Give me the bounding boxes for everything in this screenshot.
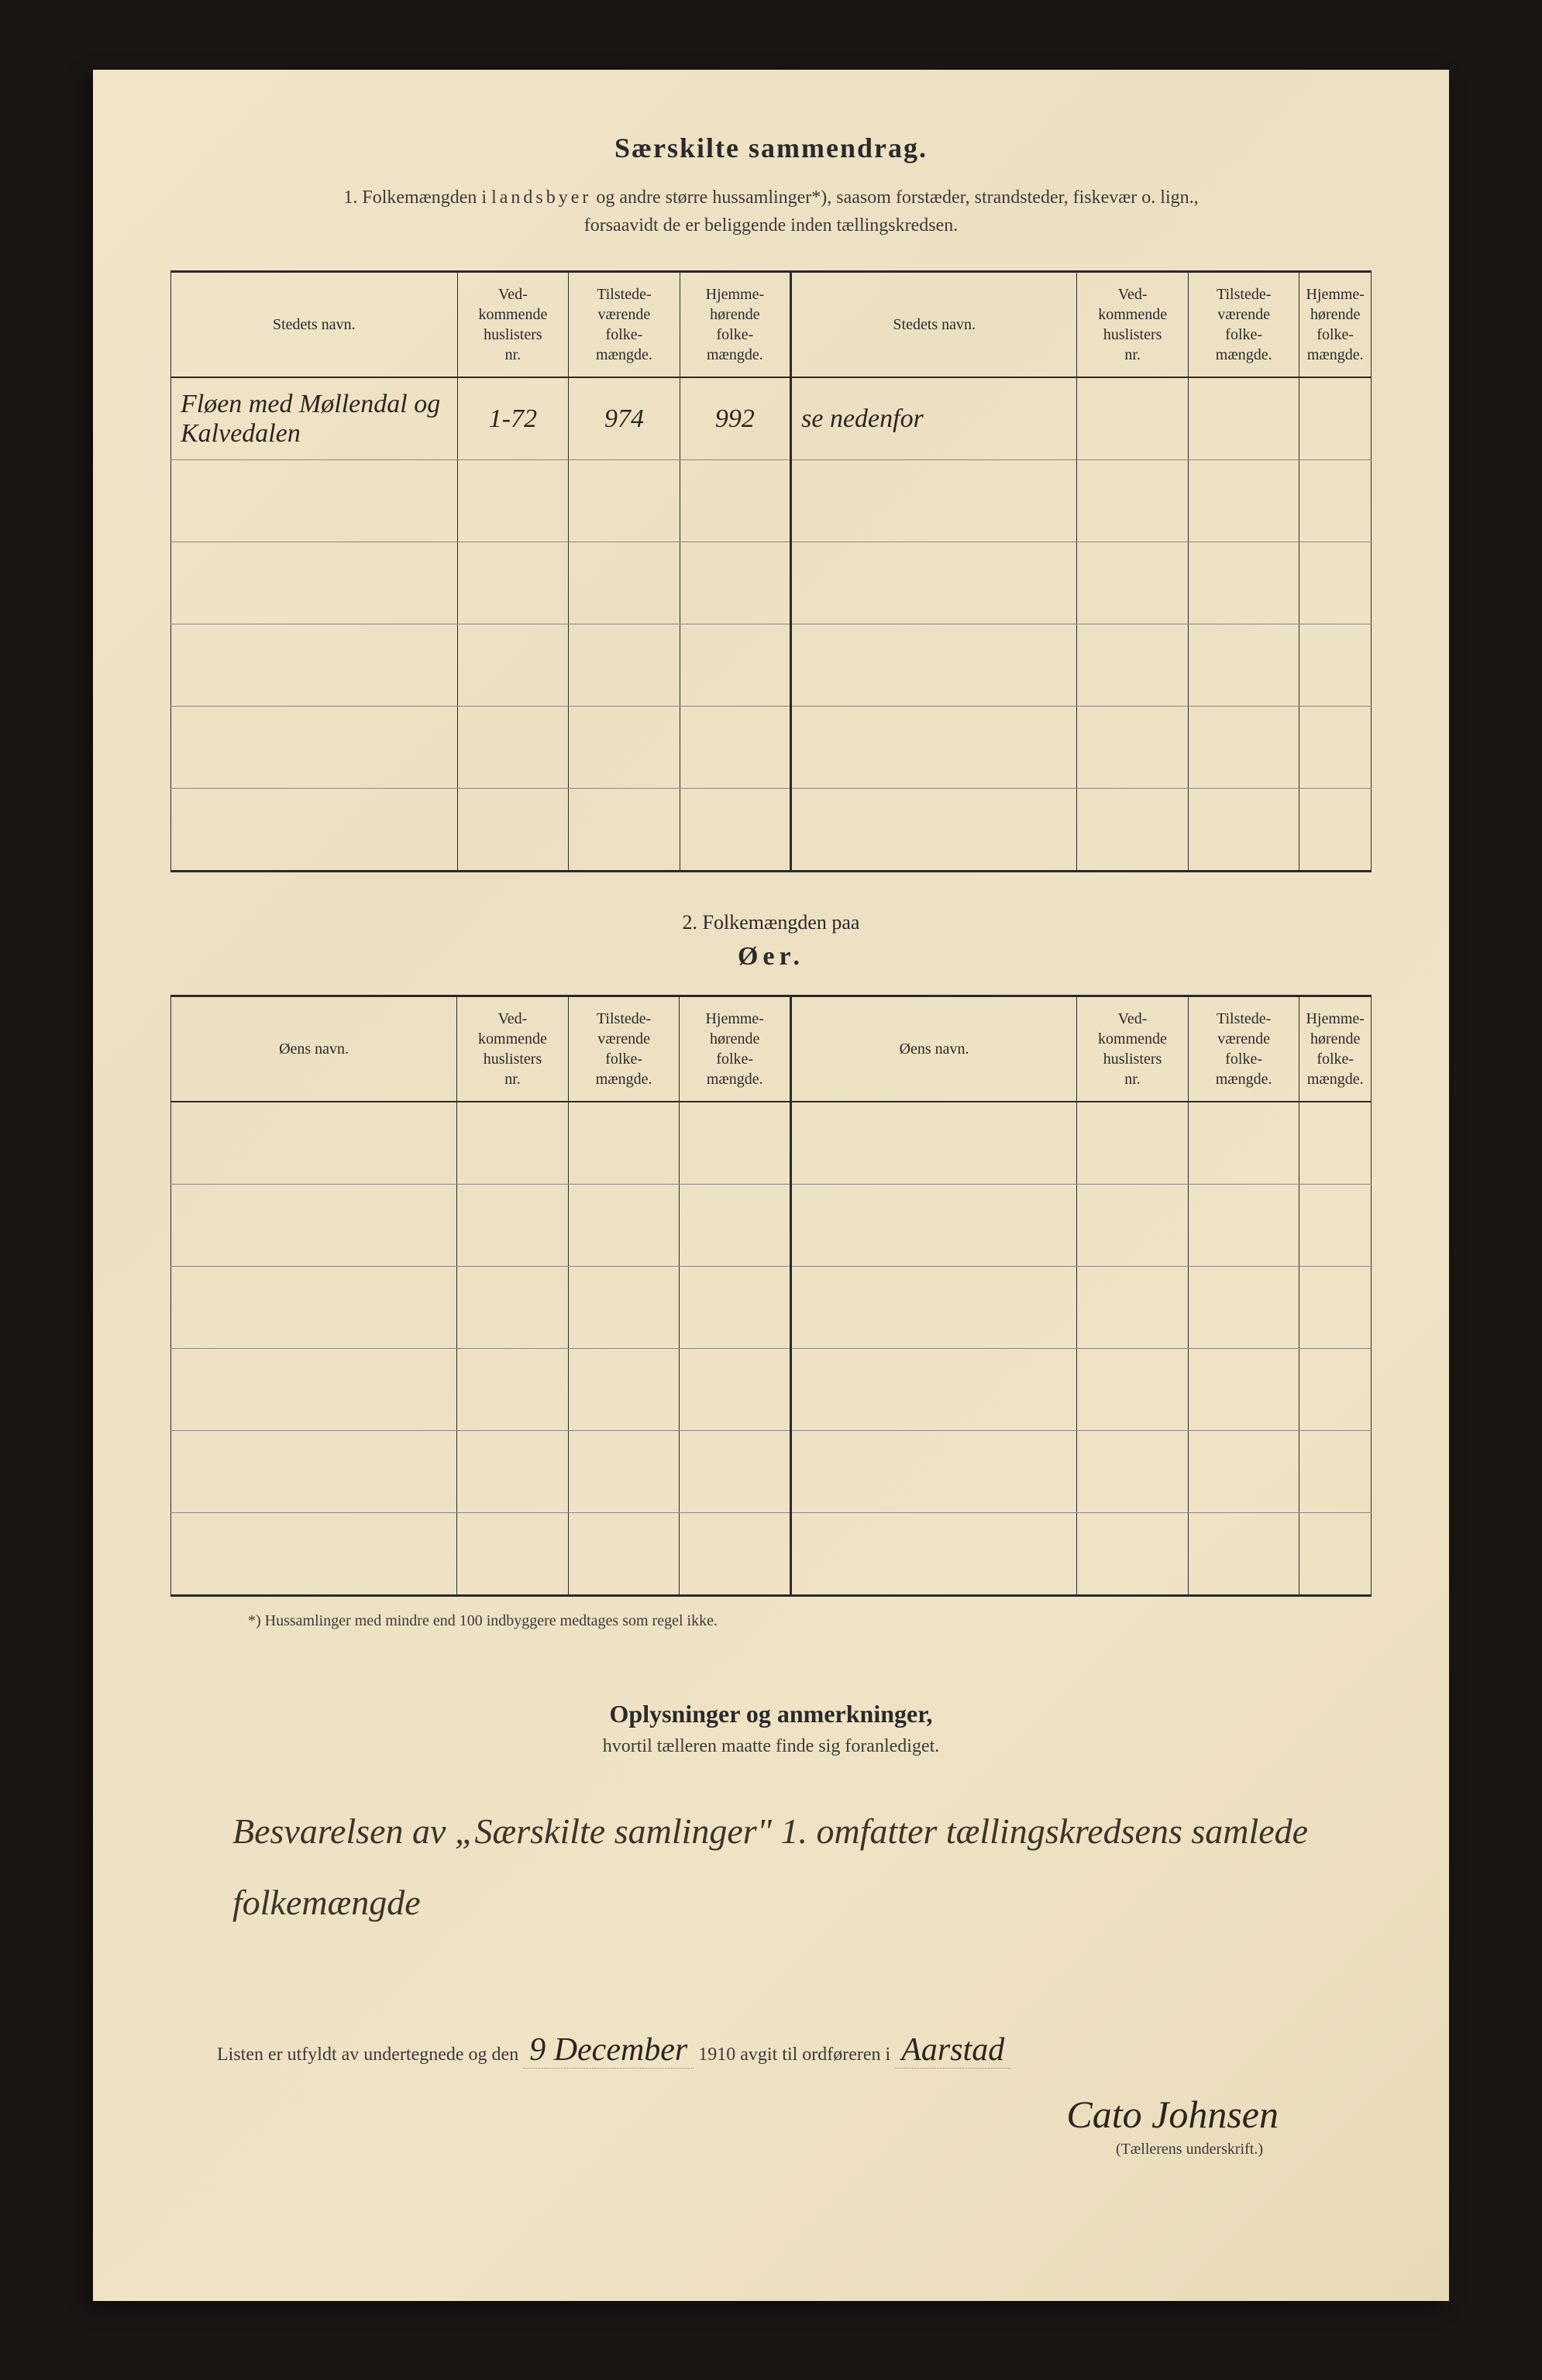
section1-subtitle: 1. Folkemængden i landsbyer og andre stø…: [170, 184, 1372, 239]
t2-col-til-r: Tilstede-værendefolke-mængde.: [1188, 996, 1299, 1102]
t1-r0-til-r: [1188, 377, 1299, 460]
table-row: [171, 707, 1372, 789]
footer-date: 9 December: [523, 2032, 694, 2069]
table-row: [171, 1267, 1372, 1349]
t1-r0-hje-r: [1299, 377, 1372, 460]
remarks-title: Oplysninger og anmerkninger,: [170, 1700, 1372, 1728]
table-2: Øens navn. Ved-kommendehuslistersnr. Til…: [170, 995, 1372, 1597]
footer-a: Listen er utfyldt av undertegnede og den: [217, 2045, 518, 2065]
handwritten-remarks: Besvarelsen av „Særskilte samlinger" 1. …: [232, 1796, 1341, 1938]
table-2-header-row: Øens navn. Ved-kommendehuslistersnr. Til…: [171, 996, 1372, 1102]
t1-r0-til-l: 974: [569, 377, 680, 460]
footer-place: Aarstad: [895, 2032, 1010, 2069]
table-row: [171, 1185, 1372, 1267]
t1-r0-hus-l: 1-72: [457, 377, 569, 460]
table-row: [171, 1102, 1372, 1185]
subtitle-a: Folkemængden i: [362, 187, 491, 208]
t1-r0-name-r: se nedenfor: [791, 377, 1077, 460]
table-2-body: [171, 1102, 1372, 1596]
table-row: [171, 542, 1372, 624]
t1-col-til-l: Tilstede-værendefolke-mængde.: [569, 272, 680, 378]
table-1-header-row: Stedets navn. Ved-kommendehuslistersnr. …: [171, 272, 1372, 378]
table-row: [171, 1513, 1372, 1596]
t2-col-hus-l: Ved-kommendehuslistersnr.: [457, 996, 569, 1102]
footer-year: 1910: [698, 2045, 735, 2065]
section2-sub: Øer.: [170, 942, 1372, 972]
remarks-sub: hvortil tælleren maatte finde sig foranl…: [170, 1736, 1372, 1757]
t1-col-hus-l: Ved-kommendehuslistersnr.: [457, 272, 569, 378]
footer-line: Listen er utfyldt av undertegnede og den…: [217, 2031, 1372, 2069]
table-row: [171, 460, 1372, 542]
main-title: Særskilte sammendrag.: [170, 132, 1372, 164]
table-1: Stedets navn. Ved-kommendehuslistersnr. …: [170, 270, 1372, 872]
table-row: [171, 1431, 1372, 1513]
t1-col-hje-r: Hjemme-hørendefolke-mængde.: [1299, 272, 1372, 378]
t2-col-name-l: Øens navn.: [171, 996, 457, 1102]
t2-col-name-r: Øens navn.: [791, 996, 1077, 1102]
table-row: [171, 1349, 1372, 1431]
footer-b: avgit til ordføreren i: [740, 2045, 890, 2065]
table-1-body: Fløen med Møllendal og Kalvedalen 1-72 9…: [171, 377, 1372, 872]
t1-col-name-l: Stedets navn.: [171, 272, 458, 378]
signature: Cato Johnsen: [1066, 2093, 1279, 2136]
t1-col-til-r: Tilstede-værendefolke-mængde.: [1188, 272, 1299, 378]
signature-label: (Tællerens underskrift.): [170, 2141, 1263, 2158]
subtitle-num: 1.: [343, 187, 357, 208]
subtitle-line2: forsaavidt de er beliggende inden tællin…: [584, 215, 959, 236]
t2-col-til-l: Tilstede-værendefolke-mængde.: [568, 996, 680, 1102]
t1-col-hje-l: Hjemme-hørendefolke-mængde.: [680, 272, 790, 378]
footnote: *) Hussamlinger med mindre end 100 indby…: [248, 1612, 1372, 1630]
section2-title: 2. Folkemængden paa: [170, 911, 1372, 934]
subtitle-spaced: landsbyer: [491, 187, 591, 208]
t1-r0-hje-l: 992: [680, 377, 790, 460]
table-row: Fløen med Møllendal og Kalvedalen 1-72 9…: [171, 377, 1372, 460]
t1-r0-name-l: Fløen med Møllendal og Kalvedalen: [171, 377, 458, 460]
table-row: [171, 624, 1372, 707]
t2-col-hus-r: Ved-kommendehuslistersnr.: [1077, 996, 1189, 1102]
subtitle-b: og andre større hussamlinger*), saasom f…: [591, 187, 1198, 208]
signature-block: Cato Johnsen: [170, 2092, 1279, 2137]
t2-col-hje-r: Hjemme-hørendefolke-mængde.: [1299, 996, 1372, 1102]
t1-col-hus-r: Ved-kommendehuslistersnr.: [1077, 272, 1189, 378]
table-row: [171, 789, 1372, 872]
t2-col-hje-l: Hjemme-hørendefolke-mængde.: [680, 996, 791, 1102]
t1-col-name-r: Stedets navn.: [791, 272, 1077, 378]
t1-r0-hus-r: [1077, 377, 1189, 460]
document-page: Særskilte sammendrag. 1. Folkemængden i …: [93, 70, 1449, 2301]
